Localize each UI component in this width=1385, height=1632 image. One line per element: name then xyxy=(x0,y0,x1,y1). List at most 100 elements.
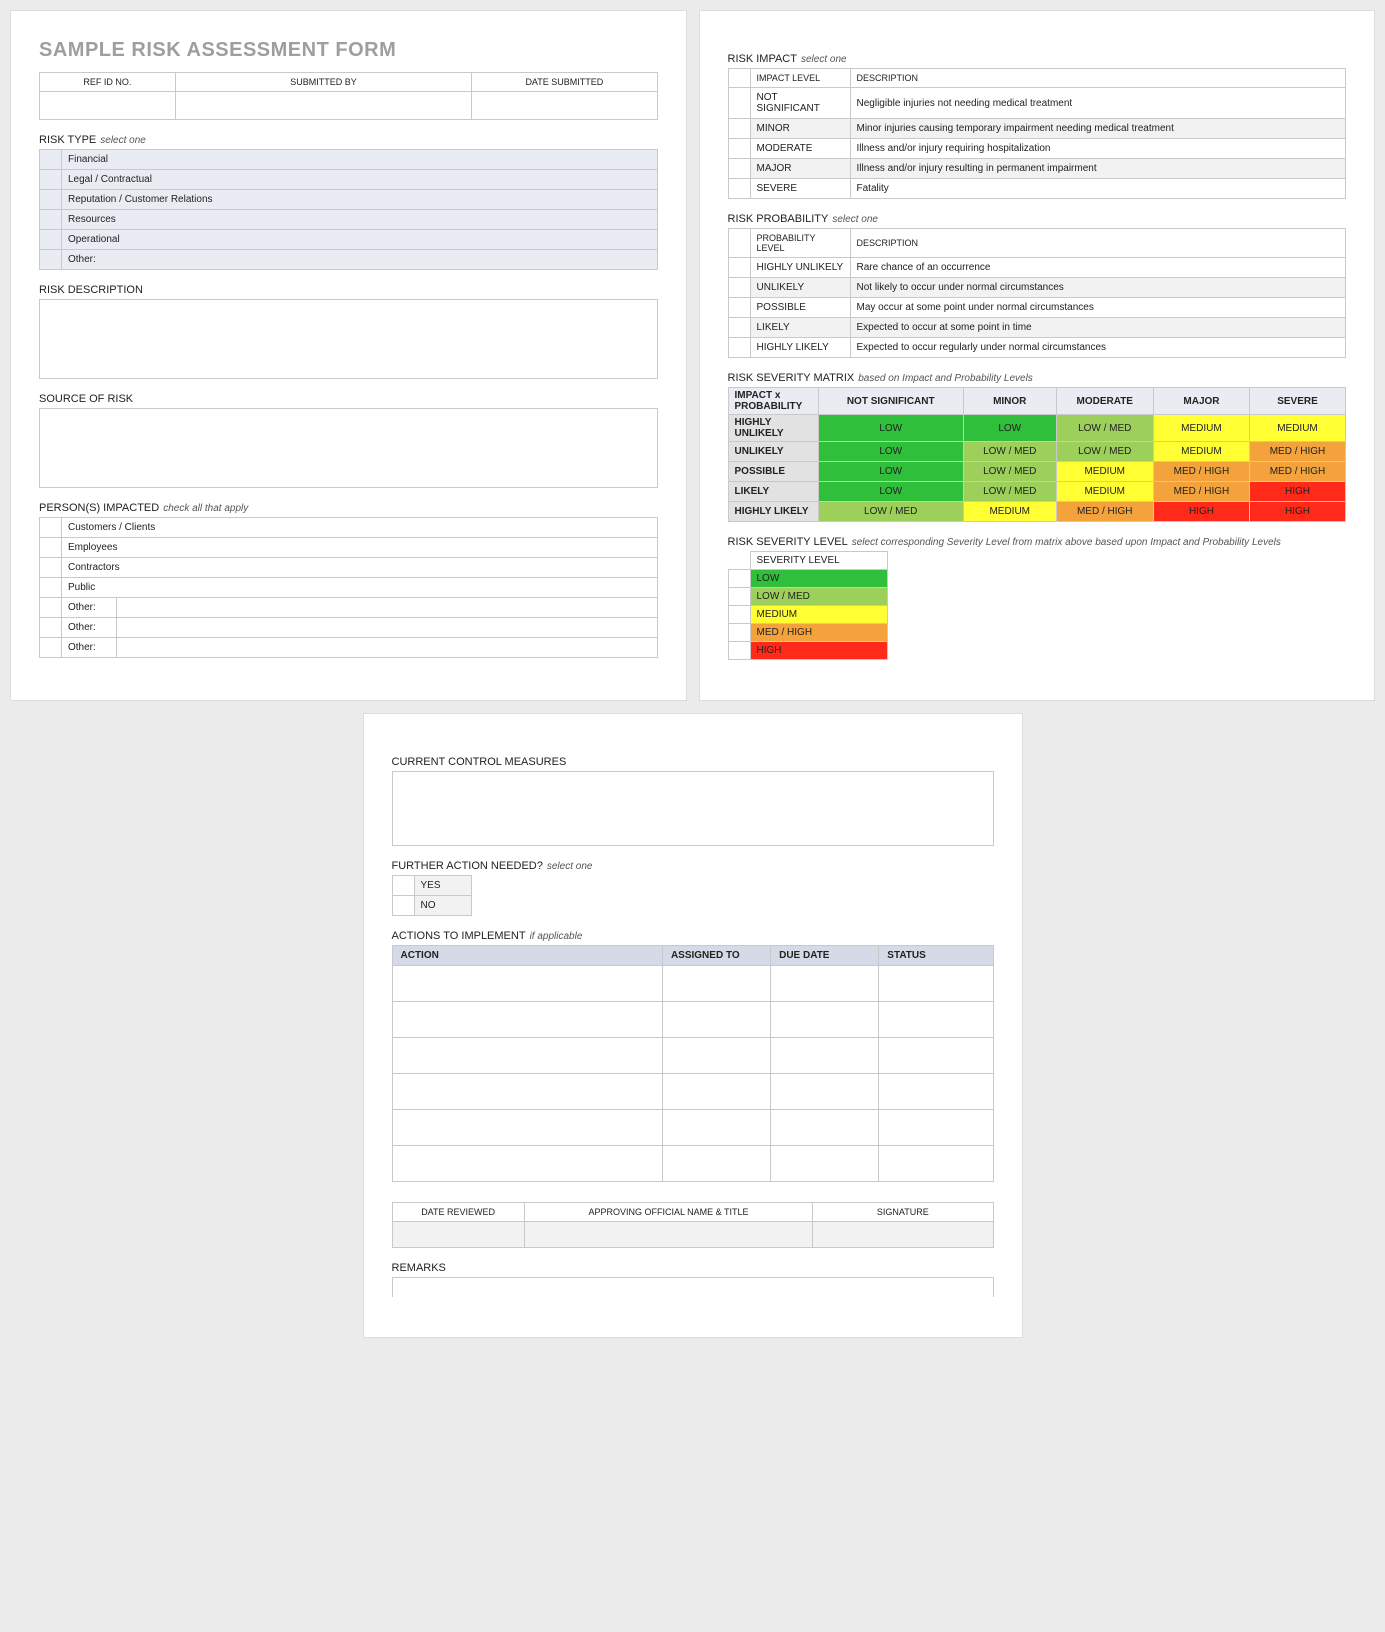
persons-other-input[interactable] xyxy=(117,638,658,658)
level-checkbox[interactable] xyxy=(728,318,750,338)
header-ref-id-input[interactable] xyxy=(40,92,176,120)
actions-cell[interactable] xyxy=(392,1110,662,1146)
severity-checkbox[interactable] xyxy=(728,642,750,660)
actions-cell[interactable] xyxy=(771,966,879,1002)
level-checkbox[interactable] xyxy=(728,159,750,179)
persons-checkbox[interactable] xyxy=(40,518,62,538)
matrix-col-header: MINOR xyxy=(963,388,1056,415)
persons-checkbox[interactable] xyxy=(40,638,62,658)
level-checkbox[interactable] xyxy=(728,338,750,358)
header-fields-table: REF ID NO. SUBMITTED BY DATE SUBMITTED xyxy=(39,72,658,120)
actions-cell[interactable] xyxy=(879,1002,993,1038)
actions-col-header: STATUS xyxy=(879,946,993,966)
actions-cell[interactable] xyxy=(392,1038,662,1074)
severity-level-label: RISK SEVERITY LEVELselect corresponding … xyxy=(728,536,1347,548)
signoff-date-input[interactable] xyxy=(392,1222,524,1248)
header-submitted-by-label: SUBMITTED BY xyxy=(175,73,471,92)
risk-type-label: RISK TYPEselect one xyxy=(39,134,658,146)
signoff-date-label: DATE REVIEWED xyxy=(392,1203,524,1222)
level-checkbox[interactable] xyxy=(728,278,750,298)
actions-cell[interactable] xyxy=(879,966,993,1002)
actions-col-header: ASSIGNED TO xyxy=(662,946,770,966)
risk-type-option: Resources xyxy=(62,210,658,230)
further-action-checkbox[interactable] xyxy=(392,876,414,896)
risk-description-label: RISK DESCRIPTION xyxy=(39,284,658,296)
persons-option: Public xyxy=(62,578,658,598)
level-desc: Expected to occur regularly under normal… xyxy=(850,338,1346,358)
severity-option: MEDIUM xyxy=(750,606,887,624)
actions-cell[interactable] xyxy=(662,1110,770,1146)
matrix-cell: MEDIUM xyxy=(1056,482,1153,502)
actions-cell[interactable] xyxy=(771,1038,879,1074)
risk-type-checkbox[interactable] xyxy=(40,210,62,230)
risk-type-checkbox[interactable] xyxy=(40,150,62,170)
actions-cell[interactable] xyxy=(662,1146,770,1182)
severity-checkbox[interactable] xyxy=(728,606,750,624)
level-checkbox[interactable] xyxy=(728,119,750,139)
actions-cell[interactable] xyxy=(771,1146,879,1182)
actions-cell[interactable] xyxy=(662,1038,770,1074)
actions-cell[interactable] xyxy=(392,1074,662,1110)
persons-other-input[interactable] xyxy=(117,618,658,638)
persons-checkbox[interactable] xyxy=(40,578,62,598)
actions-cell[interactable] xyxy=(879,1074,993,1110)
level-name: LIKELY xyxy=(750,318,850,338)
actions-cell[interactable] xyxy=(662,966,770,1002)
actions-cell[interactable] xyxy=(879,1038,993,1074)
persons-checkbox[interactable] xyxy=(40,618,62,638)
actions-cell[interactable] xyxy=(771,1110,879,1146)
actions-cell[interactable] xyxy=(392,1146,662,1182)
actions-cell[interactable] xyxy=(662,1002,770,1038)
level-checkbox[interactable] xyxy=(728,298,750,318)
header-submitted-by-input[interactable] xyxy=(175,92,471,120)
actions-cell[interactable] xyxy=(392,966,662,1002)
source-of-risk-input[interactable] xyxy=(39,408,658,488)
actions-cell[interactable] xyxy=(771,1074,879,1110)
risk-type-checkbox[interactable] xyxy=(40,170,62,190)
level-name: SEVERE xyxy=(750,179,850,199)
risk-type-other[interactable]: Other: xyxy=(62,250,658,270)
matrix-cell: MED / HIGH xyxy=(1153,462,1249,482)
matrix-row-header: HIGHLY UNLIKELY xyxy=(728,415,818,442)
actions-label: ACTIONS TO IMPLEMENTif applicable xyxy=(392,930,994,942)
risk-type-checkbox[interactable] xyxy=(40,250,62,270)
signoff-approving-input[interactable] xyxy=(524,1222,812,1248)
persons-other-input[interactable] xyxy=(117,598,658,618)
risk-type-checkbox[interactable] xyxy=(40,230,62,250)
level-checkbox[interactable] xyxy=(728,139,750,159)
actions-cell[interactable] xyxy=(662,1074,770,1110)
level-desc: Illness and/or injury resulting in perma… xyxy=(850,159,1346,179)
actions-cell[interactable] xyxy=(771,1002,879,1038)
severity-checkbox[interactable] xyxy=(728,588,750,606)
remarks-input[interactable] xyxy=(392,1277,994,1297)
matrix-cell: MEDIUM xyxy=(963,502,1056,522)
risk-description-input[interactable] xyxy=(39,299,658,379)
risk-probability-table: PROBABILITY LEVEL DESCRIPTION HIGHLY UNL… xyxy=(728,228,1347,358)
severity-checkbox[interactable] xyxy=(728,624,750,642)
level-checkbox[interactable] xyxy=(728,258,750,278)
risk-type-checkbox[interactable] xyxy=(40,190,62,210)
actions-cell[interactable] xyxy=(879,1146,993,1182)
further-action-option: NO xyxy=(414,896,471,916)
signoff-signature-input[interactable] xyxy=(813,1222,993,1248)
further-action-checkbox[interactable] xyxy=(392,896,414,916)
actions-cell[interactable] xyxy=(879,1110,993,1146)
persons-checkbox[interactable] xyxy=(40,598,62,618)
level-checkbox[interactable] xyxy=(728,179,750,199)
level-desc: Expected to occur at some point in time xyxy=(850,318,1346,338)
persons-checkbox[interactable] xyxy=(40,538,62,558)
severity-checkbox[interactable] xyxy=(728,570,750,588)
matrix-corner: IMPACT x PROBABILITY xyxy=(728,388,818,415)
control-measures-input[interactable] xyxy=(392,771,994,846)
risk-matrix-label: RISK SEVERITY MATRIXbased on Impact and … xyxy=(728,372,1347,384)
level-checkbox[interactable] xyxy=(728,88,750,119)
actions-cell[interactable] xyxy=(392,1002,662,1038)
level-name: NOT SIGNIFICANT xyxy=(750,88,850,119)
actions-col-header: ACTION xyxy=(392,946,662,966)
matrix-cell: MEDIUM xyxy=(1153,415,1249,442)
persons-checkbox[interactable] xyxy=(40,558,62,578)
matrix-row-header: LIKELY xyxy=(728,482,818,502)
page-1: SAMPLE RISK ASSESSMENT FORM REF ID NO. S… xyxy=(10,10,687,701)
matrix-cell: MED / HIGH xyxy=(1249,442,1345,462)
header-date-submitted-input[interactable] xyxy=(472,92,657,120)
